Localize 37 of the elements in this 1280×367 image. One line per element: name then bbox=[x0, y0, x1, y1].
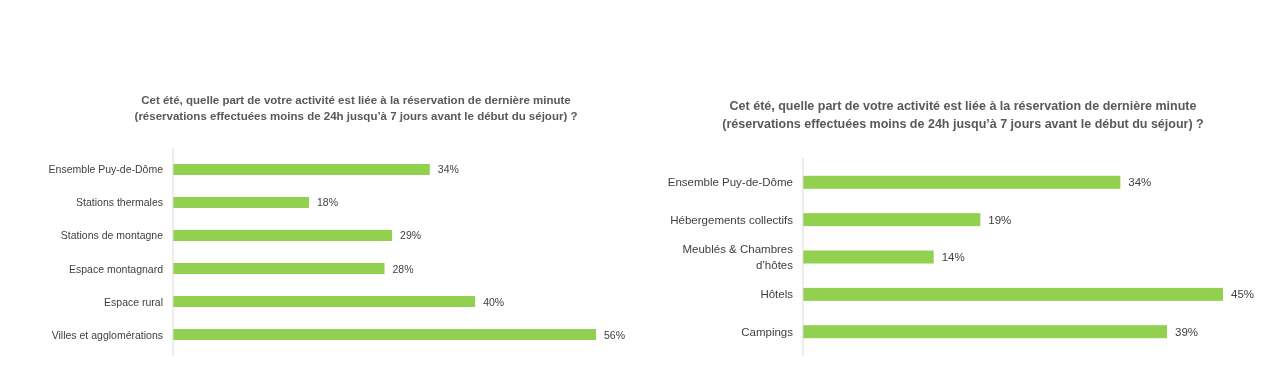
bar bbox=[173, 296, 476, 308]
bar bbox=[173, 263, 385, 275]
bar bbox=[173, 229, 393, 241]
bar bbox=[803, 213, 981, 227]
chart-subtitle: (réservations effectuées moins de 24h jusqu’à 7 jours avant le début du séjour) ? bbox=[722, 116, 1204, 131]
bar bbox=[173, 163, 430, 175]
y-tick-label: Ensemble Puy-de-Dôme bbox=[48, 163, 164, 176]
y-tick-label: Villes et agglomérations bbox=[51, 328, 163, 341]
data-label: 56% bbox=[604, 328, 626, 341]
data-label: 28% bbox=[392, 262, 414, 275]
data-label: 39% bbox=[1175, 325, 1199, 338]
y-tick-label: Espace montagnard bbox=[69, 262, 164, 275]
bar bbox=[803, 175, 1121, 189]
y-tick-label: Meublés & Chambres d’hôtes bbox=[682, 243, 794, 271]
data-label: 40% bbox=[483, 295, 505, 308]
bar bbox=[803, 325, 1167, 339]
data-label: 34% bbox=[1128, 176, 1152, 189]
data-label: 18% bbox=[316, 196, 338, 209]
bar bbox=[803, 287, 1223, 301]
data-label: 29% bbox=[400, 229, 422, 242]
y-tick-label: Hébergements collectifs bbox=[670, 213, 794, 226]
y-tick-label: Stations thermales bbox=[76, 196, 163, 209]
chart-subtitle: (réservations effectuées moins de 24h jusqu’à 7 jours avant le début du séjour) ? bbox=[134, 110, 578, 123]
chart-title: Cet été, quelle part de votre activité est liée à la réservation de dernière minute bbox=[729, 99, 1197, 113]
y-tick-label: Ensemble Puy-de-Dôme bbox=[667, 176, 793, 189]
bar bbox=[173, 329, 596, 341]
data-label: 14% bbox=[941, 251, 965, 263]
y-tick-label: Espace rural bbox=[104, 295, 163, 308]
y-tick-label: Hôtels bbox=[760, 288, 794, 301]
chart-title: Cet été, quelle part de votre activité est liée à la réservation de dernière minute bbox=[141, 94, 571, 106]
y-tick-label: Stations de montagne bbox=[60, 229, 164, 242]
data-label: 45% bbox=[1231, 288, 1255, 301]
data-label: 34% bbox=[437, 163, 459, 176]
y-tick-label: Campings bbox=[741, 325, 794, 338]
bar bbox=[173, 196, 309, 208]
data-label: 19% bbox=[988, 213, 1012, 226]
bar bbox=[803, 250, 934, 264]
